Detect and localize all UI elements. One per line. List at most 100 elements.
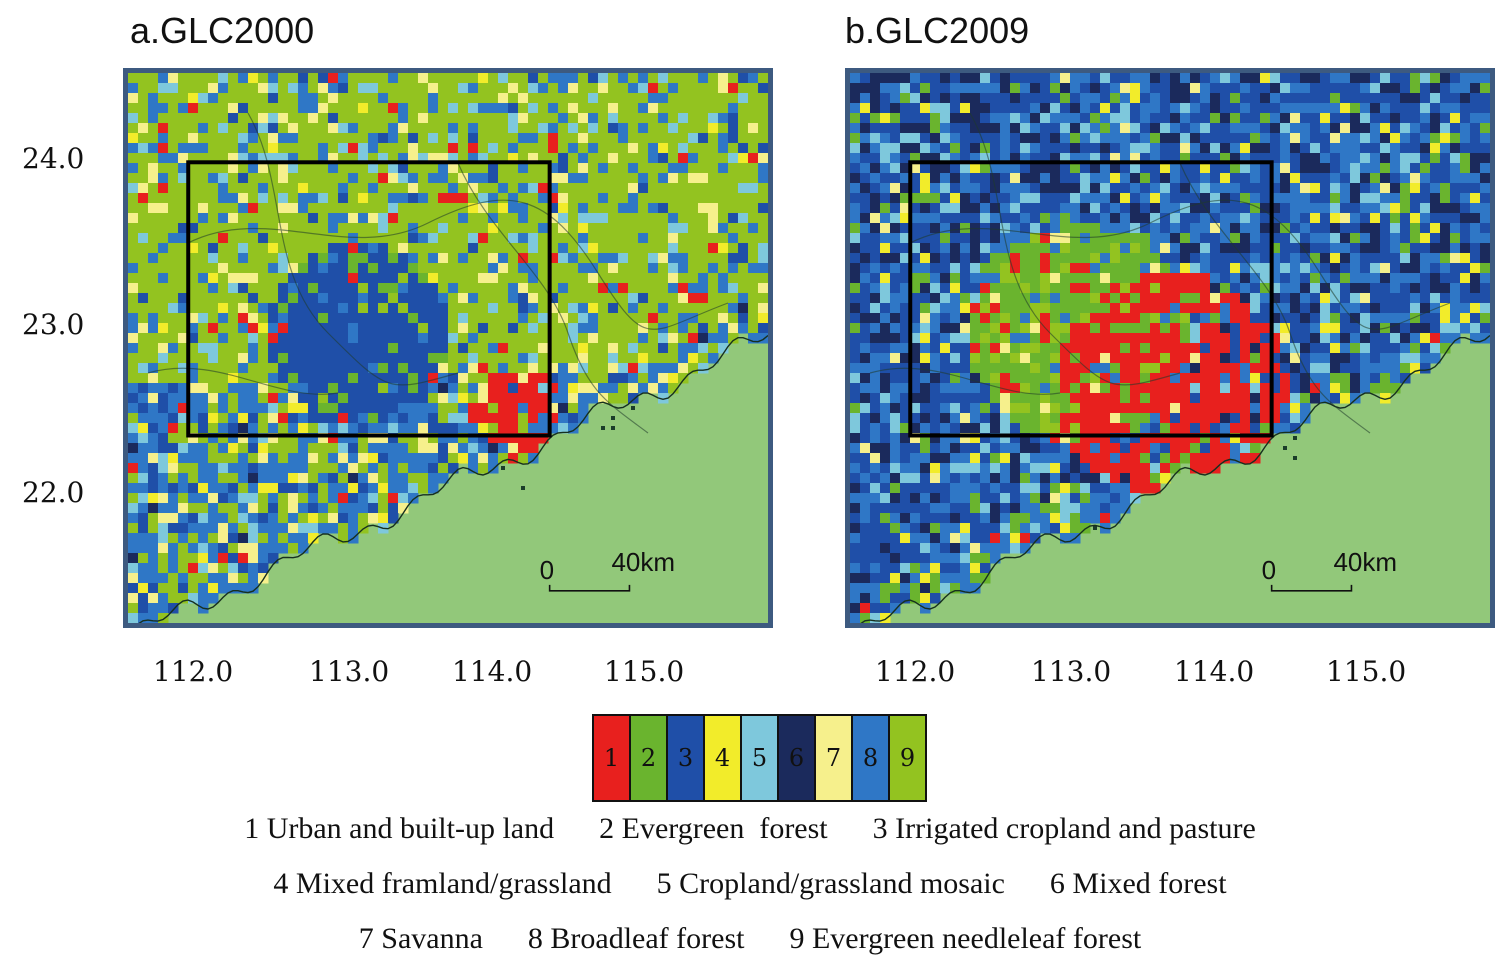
land-cell bbox=[1260, 393, 1271, 404]
land-cell bbox=[1280, 183, 1291, 194]
land-cell bbox=[628, 263, 639, 274]
land-cell bbox=[1390, 83, 1401, 94]
land-cell bbox=[890, 293, 901, 304]
land-cell bbox=[940, 423, 951, 434]
land-cell bbox=[1280, 353, 1291, 364]
land-cell bbox=[668, 303, 679, 314]
land-cell bbox=[548, 253, 559, 264]
land-cell bbox=[518, 223, 529, 234]
land-cell bbox=[1120, 363, 1131, 374]
land-cell bbox=[1250, 233, 1261, 244]
land-cell bbox=[338, 173, 349, 184]
land-cell bbox=[910, 443, 921, 454]
land-cell bbox=[1430, 273, 1441, 284]
land-cell bbox=[208, 203, 219, 214]
land-cell bbox=[1110, 443, 1121, 454]
land-cell bbox=[618, 263, 629, 274]
land-cell bbox=[438, 223, 449, 234]
land-cell bbox=[608, 243, 619, 254]
land-cell bbox=[188, 413, 199, 424]
land-cell bbox=[508, 443, 519, 454]
land-cell bbox=[1090, 243, 1101, 254]
land-cell bbox=[970, 433, 981, 444]
land-cell bbox=[1200, 263, 1211, 274]
land-cell bbox=[1430, 353, 1441, 364]
land-cell bbox=[708, 163, 719, 174]
land-cell bbox=[1290, 93, 1301, 104]
land-cell bbox=[608, 253, 619, 264]
land-cell bbox=[1470, 253, 1481, 264]
land-cell bbox=[628, 173, 639, 184]
land-cell bbox=[328, 243, 339, 254]
land-cell bbox=[148, 223, 159, 234]
land-cell bbox=[1400, 243, 1411, 254]
land-cell bbox=[348, 103, 359, 114]
land-cell bbox=[348, 273, 359, 284]
land-cell bbox=[198, 343, 209, 354]
land-cell bbox=[1070, 133, 1081, 144]
land-cell bbox=[398, 73, 409, 84]
land-cell bbox=[1270, 193, 1281, 204]
land-cell bbox=[348, 293, 359, 304]
land-cell bbox=[1280, 203, 1291, 214]
land-cell bbox=[148, 403, 159, 414]
land-cell bbox=[758, 103, 768, 114]
land-cell bbox=[358, 163, 369, 174]
land-cell bbox=[870, 193, 881, 204]
land-cell bbox=[738, 213, 749, 224]
land-cell bbox=[548, 343, 559, 354]
land-cell bbox=[178, 263, 189, 274]
land-cell bbox=[1300, 393, 1311, 404]
land-cell bbox=[688, 223, 699, 234]
land-cell bbox=[1410, 333, 1421, 344]
land-cell bbox=[308, 493, 319, 504]
land-cell bbox=[980, 233, 991, 244]
land-cell bbox=[1140, 303, 1151, 314]
land-cell bbox=[980, 193, 991, 204]
land-cell bbox=[238, 363, 249, 374]
land-cell bbox=[288, 333, 299, 344]
land-cell bbox=[1470, 113, 1481, 124]
land-cell bbox=[870, 123, 881, 134]
land-cell bbox=[1030, 143, 1041, 154]
land-cell bbox=[638, 143, 649, 154]
land-cell bbox=[890, 233, 901, 244]
land-cell bbox=[358, 343, 369, 354]
land-cell bbox=[1050, 223, 1061, 234]
land-cell bbox=[178, 463, 189, 474]
land-cell bbox=[860, 423, 871, 434]
land-cell bbox=[688, 243, 699, 254]
land-cell bbox=[748, 133, 759, 144]
land-cell bbox=[1010, 263, 1021, 274]
land-cell bbox=[178, 433, 189, 444]
land-cell bbox=[1370, 213, 1381, 224]
land-cell bbox=[980, 413, 991, 424]
land-cell bbox=[1230, 83, 1241, 94]
land-cell bbox=[1400, 333, 1411, 344]
land-cell bbox=[1480, 273, 1490, 284]
land-cell bbox=[1410, 103, 1421, 114]
land-cell bbox=[1380, 173, 1391, 184]
land-cell bbox=[1340, 393, 1351, 404]
land-cell bbox=[488, 433, 499, 444]
land-cell bbox=[1030, 423, 1041, 434]
land-cell bbox=[398, 203, 409, 214]
land-cell bbox=[1270, 133, 1281, 144]
land-cell bbox=[458, 443, 469, 454]
land-cell bbox=[1160, 443, 1171, 454]
land-cell bbox=[860, 233, 871, 244]
land-cell bbox=[438, 163, 449, 174]
land-cell bbox=[1170, 343, 1181, 354]
land-cell bbox=[428, 383, 439, 394]
land-cell bbox=[970, 453, 981, 464]
land-cell bbox=[1380, 393, 1391, 404]
land-cell bbox=[198, 83, 209, 94]
land-cell bbox=[728, 193, 739, 204]
land-cell bbox=[1090, 283, 1101, 294]
land-cell bbox=[598, 283, 609, 294]
land-cell bbox=[1360, 233, 1371, 244]
land-cell bbox=[1290, 293, 1301, 304]
land-cell bbox=[228, 123, 239, 134]
land-cell bbox=[728, 333, 739, 344]
land-cell bbox=[448, 213, 459, 224]
